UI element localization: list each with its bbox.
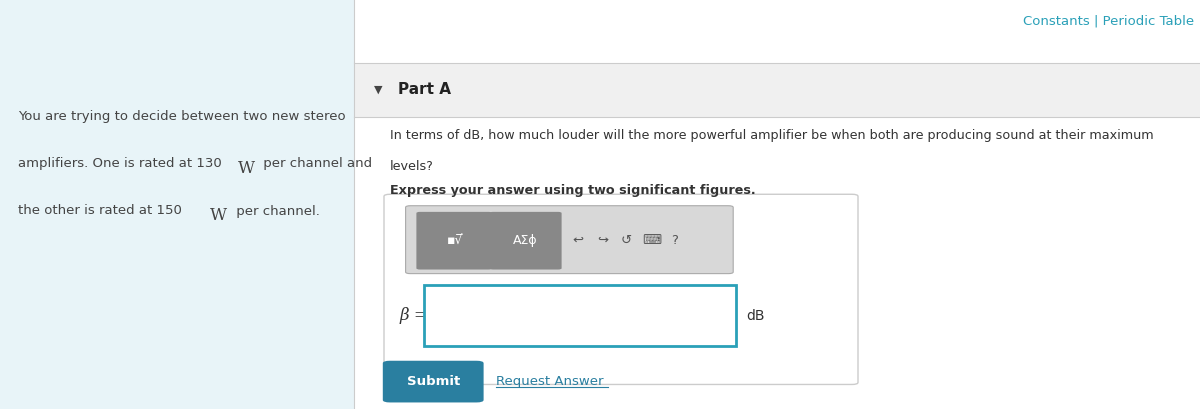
Text: per channel.: per channel.: [232, 204, 319, 218]
FancyBboxPatch shape: [490, 212, 562, 270]
Text: ↩: ↩: [572, 234, 584, 247]
Text: ▪√̅: ▪√̅: [446, 234, 463, 247]
Text: dB: dB: [746, 309, 764, 323]
Text: Part A: Part A: [398, 82, 451, 97]
FancyBboxPatch shape: [354, 63, 1200, 117]
Text: AΣϕ: AΣϕ: [514, 234, 538, 247]
FancyBboxPatch shape: [406, 206, 733, 274]
Text: Submit: Submit: [407, 375, 460, 388]
FancyBboxPatch shape: [383, 361, 484, 402]
Text: amplifiers. One is rated at 130: amplifiers. One is rated at 130: [18, 157, 226, 171]
Text: W: W: [238, 160, 254, 178]
Text: ▼: ▼: [374, 84, 383, 94]
Text: ↺: ↺: [620, 234, 632, 247]
Text: W: W: [210, 207, 227, 225]
Text: ↪: ↪: [596, 234, 608, 247]
Text: levels?: levels?: [390, 160, 434, 173]
Text: ⌨: ⌨: [642, 234, 661, 247]
FancyBboxPatch shape: [0, 0, 354, 409]
Text: ?: ?: [671, 234, 678, 247]
Text: β =: β =: [400, 307, 428, 324]
Text: You are trying to decide between two new stereo: You are trying to decide between two new…: [18, 110, 346, 124]
Text: Constants | Periodic Table: Constants | Periodic Table: [1022, 14, 1194, 27]
Text: Request Answer: Request Answer: [496, 375, 604, 388]
FancyBboxPatch shape: [384, 194, 858, 384]
FancyBboxPatch shape: [416, 212, 492, 270]
Text: Express your answer using two significant figures.: Express your answer using two significan…: [390, 184, 756, 197]
Text: per channel and: per channel and: [259, 157, 372, 171]
Text: the other is rated at 150: the other is rated at 150: [18, 204, 186, 218]
FancyBboxPatch shape: [424, 285, 736, 346]
Text: In terms of dB, how much louder will the more powerful amplifier be when both ar: In terms of dB, how much louder will the…: [390, 129, 1153, 142]
